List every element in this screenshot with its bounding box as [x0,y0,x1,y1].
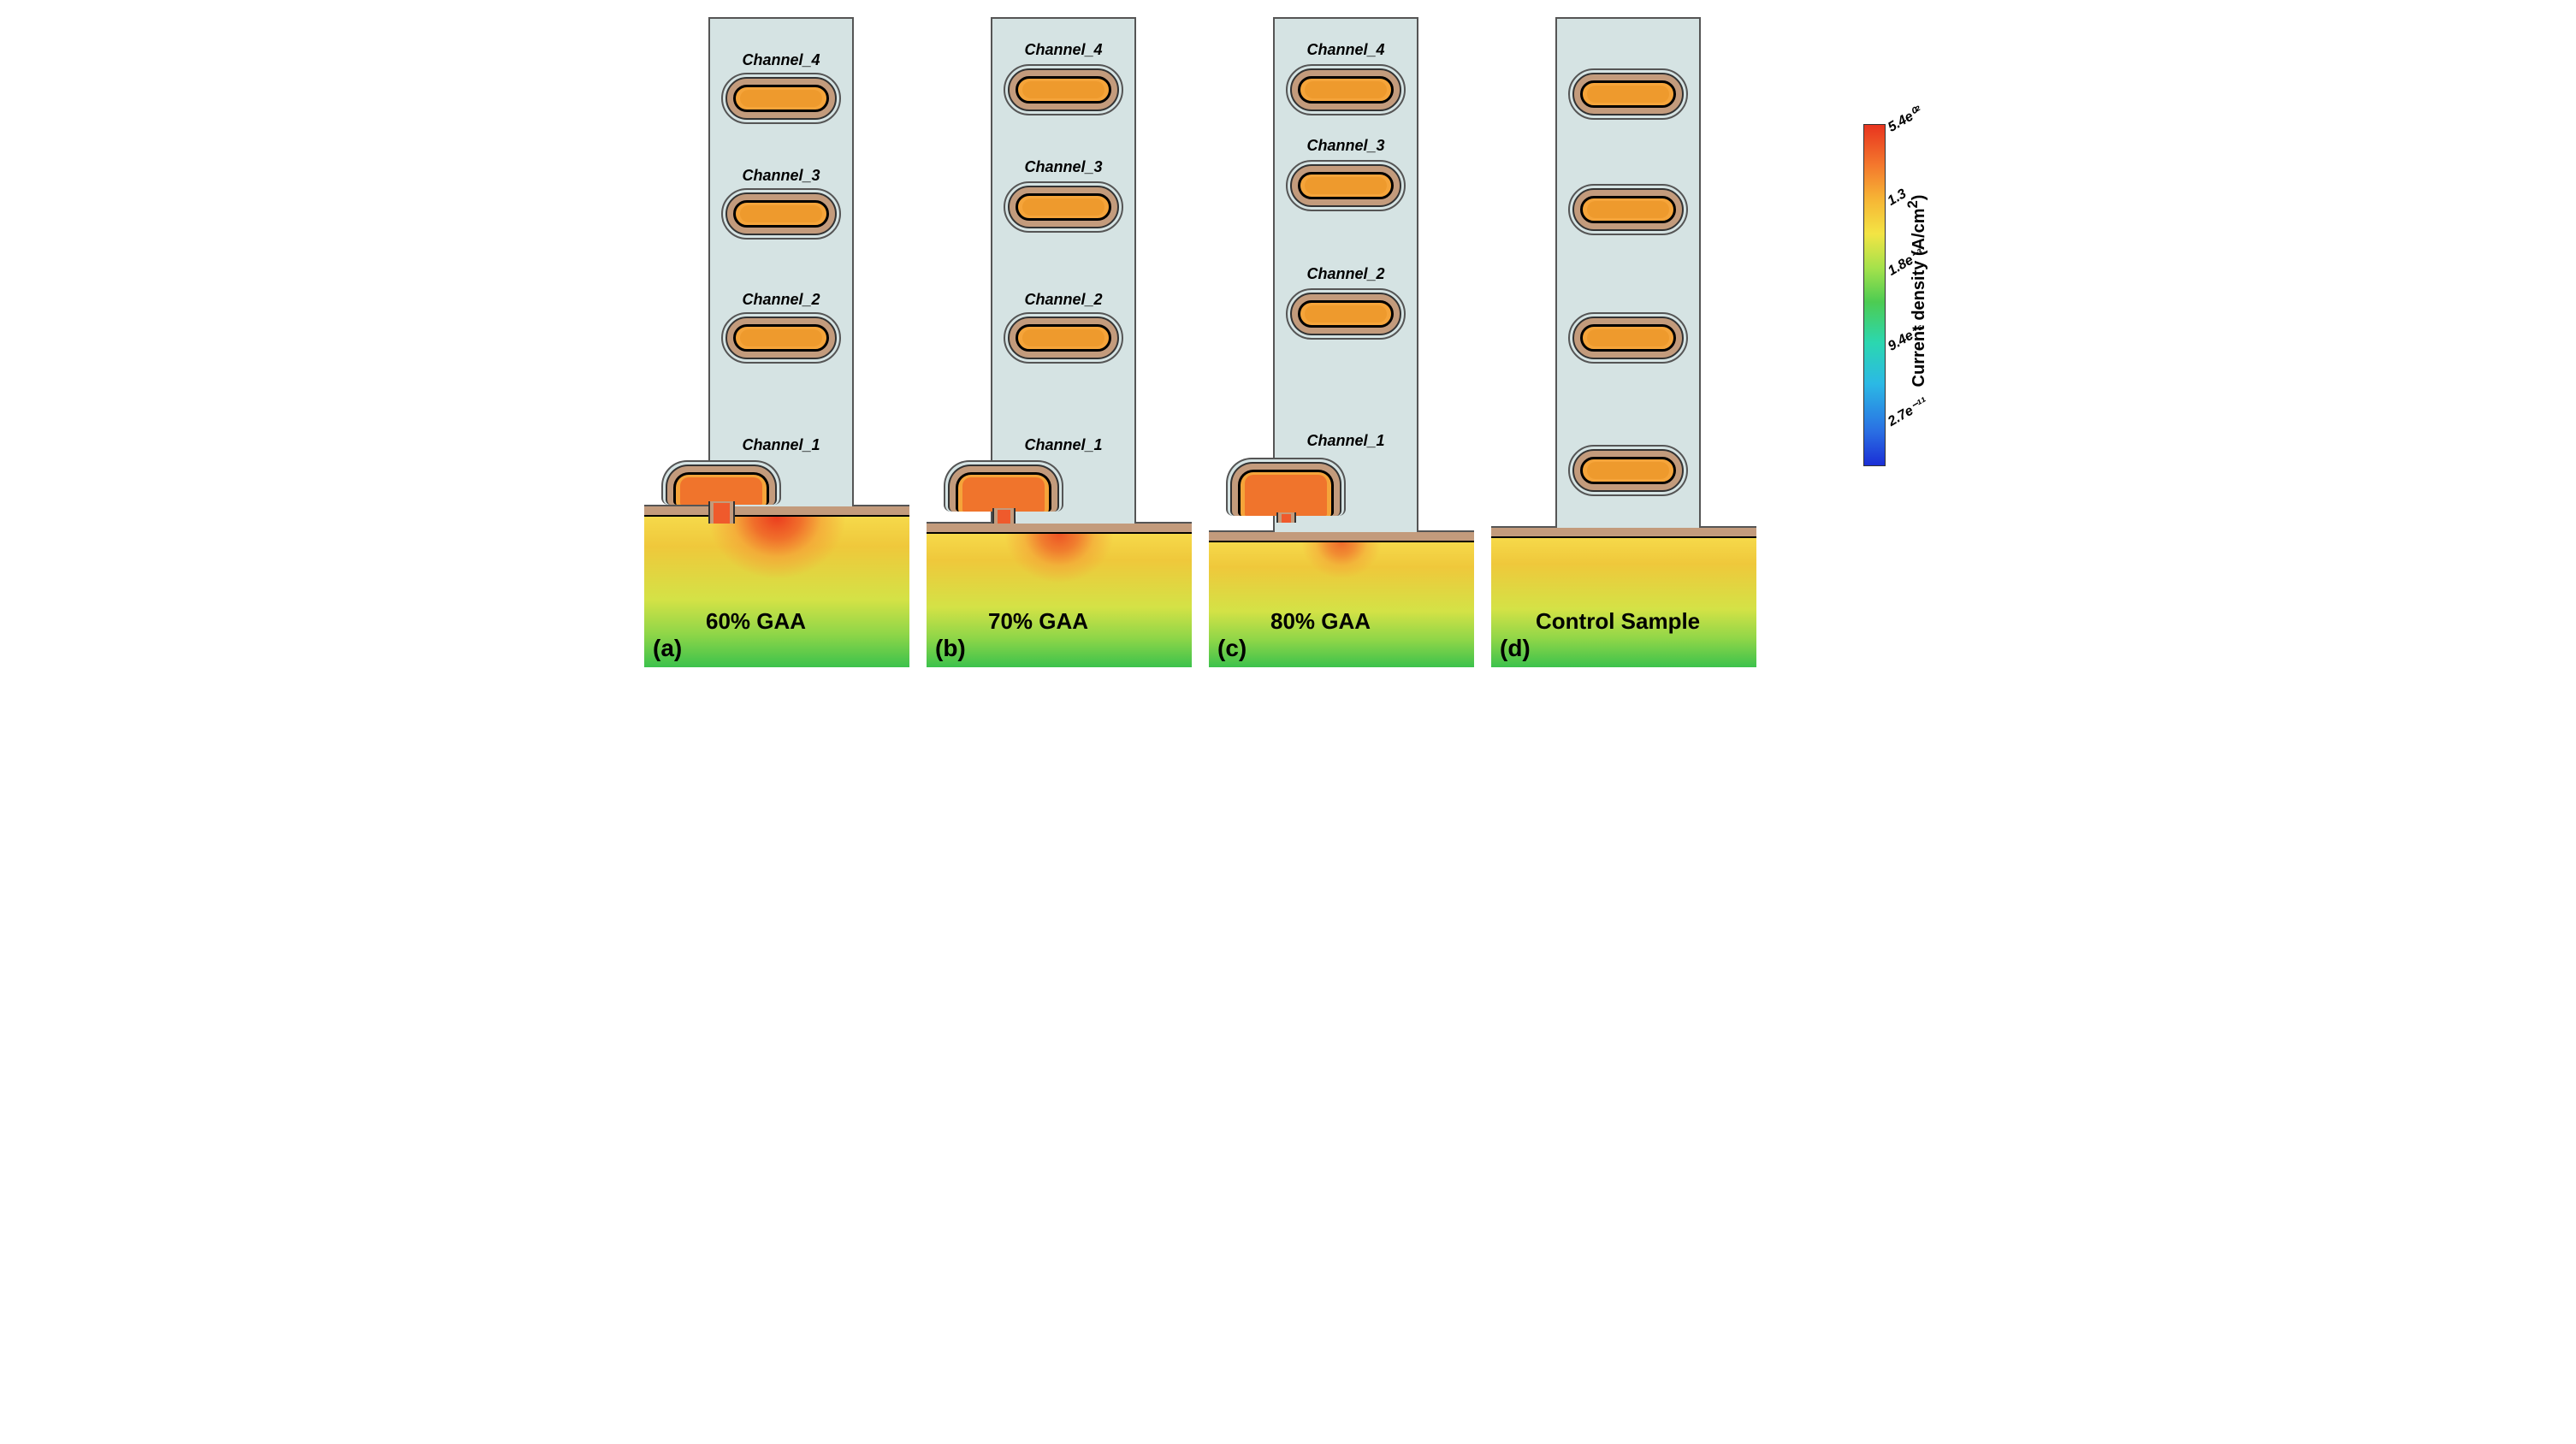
substrate-strip [927,522,1192,534]
nanosheet [1568,184,1688,235]
colorbar-axis-label: Current density (A/cm2) [1904,195,1929,388]
channel-label: Channel_4 [703,51,859,69]
substrate [927,522,1192,667]
colorbar-tick-label: 2.7e⁻¹¹ [1885,394,1931,429]
nanosheet [1004,181,1123,233]
substrate [644,505,909,667]
panel-d: Control Sample(d) [1491,17,1756,667]
substrate-strip [1491,526,1756,538]
nanosheet [1568,445,1688,496]
nanosheet [721,73,841,124]
channel-label: Channel_1 [986,436,1141,454]
partial-nanosheet [661,460,781,505]
substrate-heatmap [1491,538,1756,667]
panel-tag: (c) [1217,635,1247,662]
panel-a: Channel_4 Channel_3 Channel_2 Channel_1 60% … [644,17,909,667]
channel-label: Channel_3 [986,158,1141,176]
panel-tag: (a) [653,635,682,662]
channel-label: Channel_2 [1268,265,1424,283]
colorbar-strip [1863,124,1886,466]
panel-title: 60% GAA [706,608,806,635]
nanosheet [721,312,841,364]
channel-label: Channel_3 [1268,137,1424,155]
colorbar-tick-label: 5.4e⁰² [1885,103,1925,136]
channel-label: Channel_2 [703,291,859,309]
hot-spot [1209,542,1474,667]
nanosheet [1286,288,1406,340]
hot-spot [927,534,1192,667]
channel-label: Channel_3 [703,167,859,185]
channel-label: Channel_1 [703,436,859,454]
channel-label: Channel_2 [986,291,1141,309]
figure-root: Channel_4 Channel_3 Channel_2 Channel_1 60% … [644,17,1932,739]
substrate-strip [1209,530,1474,542]
nanosheet [1004,312,1123,364]
colorbar: 5.4e⁰²1.31.8e⁻³9.4e⁻⁶2.7e⁻¹¹Current dens… [1829,86,1932,496]
hot-spot [644,517,909,667]
nanosheet [1568,312,1688,364]
partial-nanosheet [1226,458,1346,516]
nanosheet [1286,160,1406,211]
partial-nanosheet [944,460,1063,512]
panel-tag: (b) [935,635,966,662]
panel-tag: (d) [1500,635,1531,662]
substrate [1209,530,1474,667]
substrate [1491,526,1756,667]
channel-label: Channel_4 [986,41,1141,59]
channel-label: Channel_4 [1268,41,1424,59]
panel-title: 80% GAA [1270,608,1371,635]
panel-title: 70% GAA [988,608,1088,635]
panel-c: Channel_4 Channel_3 Channel_2 Channel_1 80% … [1209,17,1474,667]
channel-label: Channel_1 [1268,432,1424,450]
nanosheet [1568,68,1688,120]
nanosheet [721,188,841,240]
panel-title: Control Sample [1536,608,1700,635]
nanosheet [1286,64,1406,115]
substrate-strip [644,505,909,517]
nanosheet [1004,64,1123,115]
panel-b: Channel_4 Channel_3 Channel_2 Channel_1 70% … [927,17,1192,667]
